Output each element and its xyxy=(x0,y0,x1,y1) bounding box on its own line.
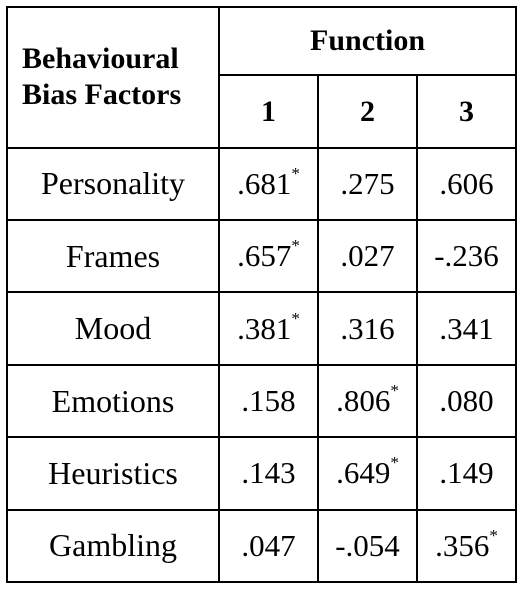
table-cell: .649* xyxy=(317,436,418,511)
cell-value: .657 xyxy=(237,238,292,274)
significance-mark: * xyxy=(489,525,498,545)
cell-value: .027 xyxy=(340,238,395,274)
table-cell: .149 xyxy=(415,436,518,511)
cell-value: -.236 xyxy=(434,238,499,274)
table-cell: .080 xyxy=(415,363,518,439)
header-row-function-numbers: 1 2 3 xyxy=(7,74,518,149)
cell-value: .149 xyxy=(439,455,494,491)
cell-value: .356 xyxy=(435,527,490,563)
cell-value: .047 xyxy=(241,527,296,563)
corner-header-line-1: Behavioural xyxy=(22,42,179,76)
table-cell: .606 xyxy=(415,146,518,222)
table-cell: .027 xyxy=(317,219,418,294)
table-cell: -.236 xyxy=(415,219,518,294)
row-label: Mood xyxy=(6,291,220,366)
table-row: Heuristics .143 .649* .149 xyxy=(6,436,518,511)
significance-mark: * xyxy=(390,381,399,401)
corner-header-cell: Behavioural Bias Factors xyxy=(6,6,220,149)
cell-value: .143 xyxy=(241,455,296,491)
table-cell: .657* xyxy=(218,219,319,294)
cell-value: .080 xyxy=(439,383,494,419)
cell-value: .606 xyxy=(439,165,494,201)
cell-value: .649 xyxy=(336,455,391,491)
cell-value: .681 xyxy=(237,165,292,201)
function-column-2: 2 xyxy=(317,74,418,149)
row-label: Frames xyxy=(6,219,220,294)
significance-mark: * xyxy=(291,163,300,183)
corner-header-line-2: Bias Factors xyxy=(22,78,182,112)
function-column-3: 3 xyxy=(415,74,518,149)
cell-value: .806 xyxy=(336,383,391,419)
significance-mark: * xyxy=(390,453,399,473)
table-row: Personality .681* .275 .606 xyxy=(6,146,518,222)
cell-value: .275 xyxy=(340,165,395,201)
cell-value: .381 xyxy=(237,310,292,346)
table-row: Emotions .158 .806* .080 xyxy=(6,363,518,439)
table-row: Gambling .047 -.054 .356* xyxy=(6,508,518,584)
table-cell: .316 xyxy=(317,291,418,366)
significance-mark: * xyxy=(291,236,300,256)
table-cell: .806* xyxy=(317,363,418,439)
function-column-1: 1 xyxy=(218,74,319,149)
cell-value: .316 xyxy=(340,310,395,346)
table-cell: -.054 xyxy=(317,508,418,584)
table-cell: .158 xyxy=(218,363,319,439)
table-row: Frames .657* .027 -.236 xyxy=(6,219,518,294)
table-cell: .047 xyxy=(218,508,319,584)
row-label: Personality xyxy=(6,146,220,222)
structure-matrix-table: Behavioural Bias Factors Function 1 2 3 … xyxy=(6,5,518,584)
table-cell: .341 xyxy=(415,291,518,366)
table-cell: .143 xyxy=(218,436,319,511)
significance-mark: * xyxy=(291,308,300,328)
row-label: Heuristics xyxy=(6,436,220,511)
header-row-function: Behavioural Bias Factors Function xyxy=(6,5,518,149)
cell-value: -.054 xyxy=(335,527,400,563)
row-label: Gambling xyxy=(6,508,220,584)
cell-value: .158 xyxy=(241,383,296,419)
function-group-header: Function xyxy=(217,5,518,77)
row-label: Emotions xyxy=(6,363,220,439)
table-row: Mood .381* .316 .341 xyxy=(6,291,518,366)
cell-value: .341 xyxy=(439,310,494,346)
table-cell: .381* xyxy=(218,291,319,366)
table-cell: .275 xyxy=(317,146,418,222)
table-cell: .356* xyxy=(415,508,518,584)
table-cell: .681* xyxy=(218,146,319,222)
